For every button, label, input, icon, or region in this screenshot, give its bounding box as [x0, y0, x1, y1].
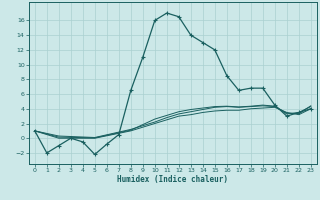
X-axis label: Humidex (Indice chaleur): Humidex (Indice chaleur) — [117, 175, 228, 184]
